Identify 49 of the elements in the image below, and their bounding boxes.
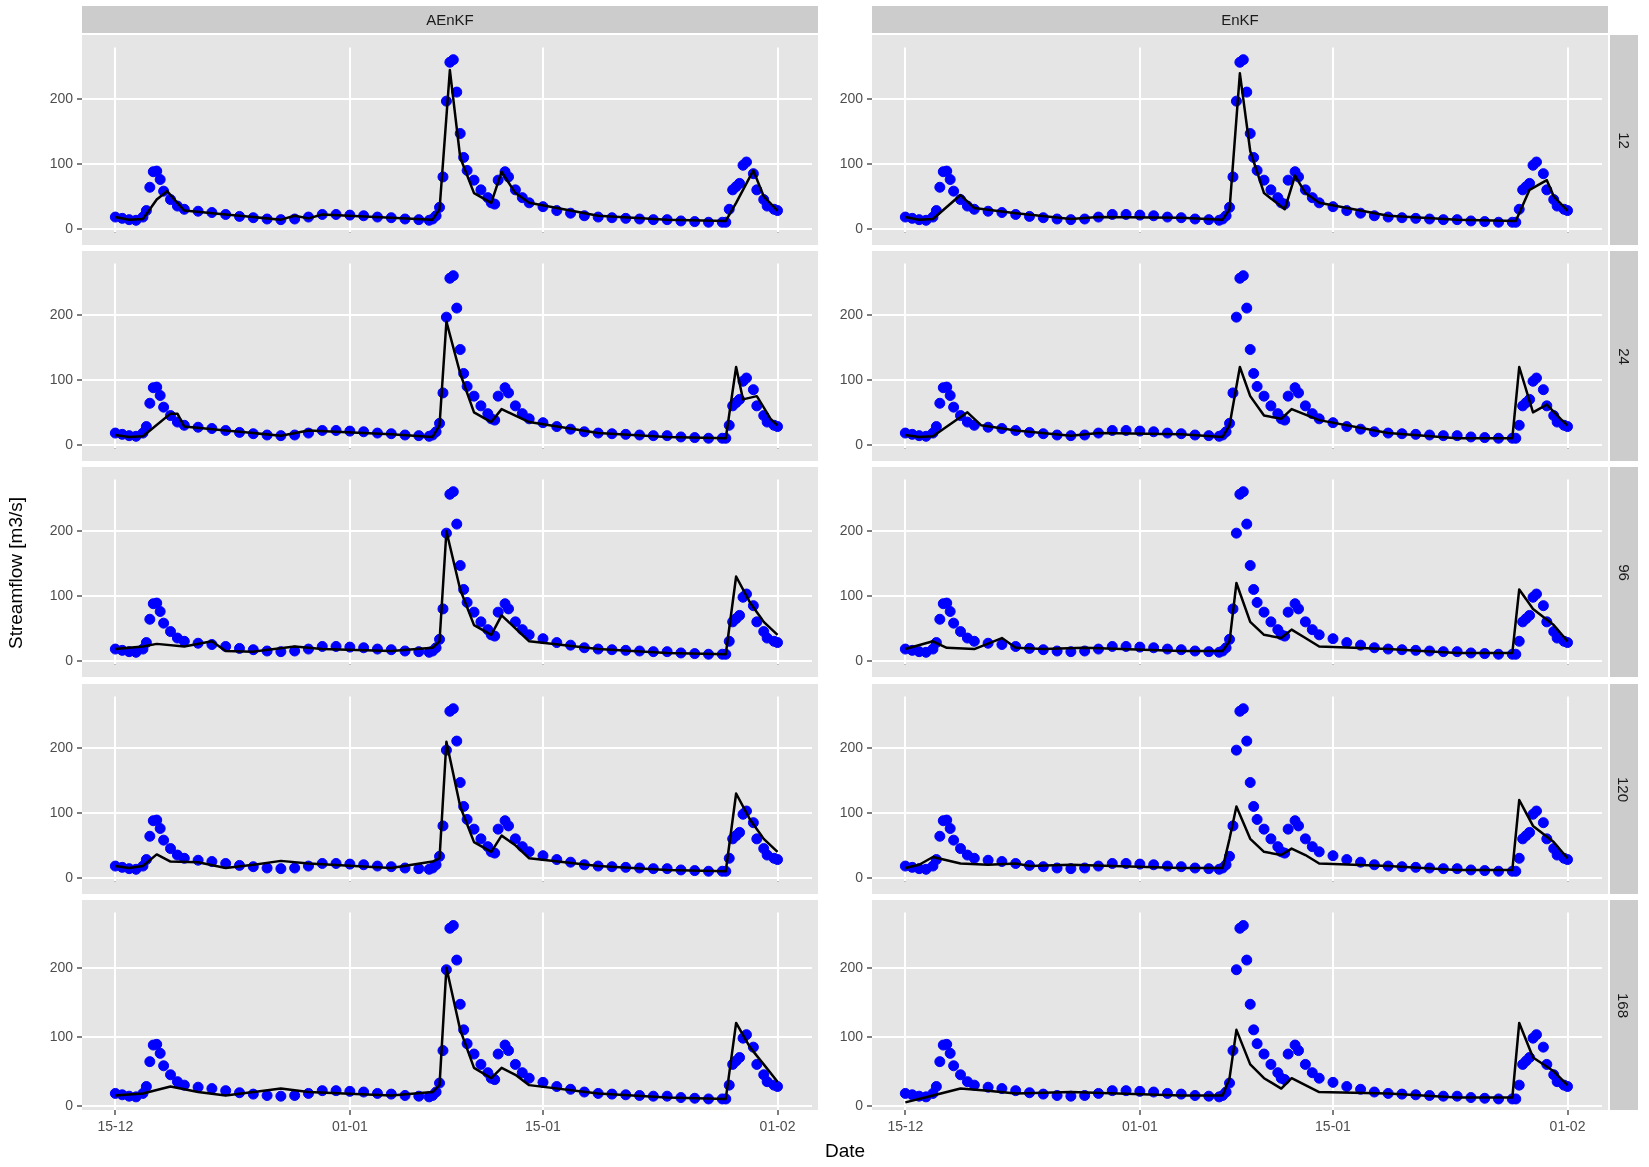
- y-tick-label: 100: [839, 154, 864, 171]
- y-tick-label: 200: [49, 739, 74, 756]
- facet-strip: EnKF: [872, 6, 1608, 33]
- y-tick-label: 100: [49, 586, 74, 603]
- y-tick-label: 200: [839, 90, 864, 107]
- y-tick-label: 0: [65, 651, 74, 668]
- y-tick-label: 200: [839, 306, 864, 323]
- facet-strip: 168: [1610, 900, 1638, 1110]
- y-tick-label: 100: [49, 803, 74, 820]
- x-tick-label: 15-12: [97, 1118, 134, 1135]
- y-tick-label: 0: [65, 868, 74, 885]
- y-tick-label: 0: [65, 1096, 74, 1113]
- x-tick-label: 01-01: [331, 1118, 368, 1135]
- facet-strip: AEnKF: [82, 6, 818, 33]
- x-tick-label: 15-01: [525, 1118, 562, 1135]
- y-tick-label: 0: [65, 219, 74, 236]
- y-tick-label: 200: [49, 958, 74, 975]
- y-tick-label: 200: [839, 522, 864, 539]
- y-tick-label: 0: [855, 651, 864, 668]
- x-tick-label: 01-02: [759, 1118, 796, 1135]
- y-tick-label: 200: [49, 90, 74, 107]
- facet-strip: 120: [1610, 684, 1638, 894]
- y-tick-label: 100: [839, 803, 864, 820]
- y-tick-label: 0: [855, 1096, 864, 1113]
- y-tick-label: 100: [49, 1027, 74, 1044]
- y-tick-label: 100: [49, 154, 74, 171]
- y-tick-label: 100: [839, 370, 864, 387]
- x-tick-label: 15-01: [1315, 1118, 1352, 1135]
- facet-strip: 12: [1610, 35, 1638, 245]
- y-tick-label: 100: [839, 1027, 864, 1044]
- y-tick-label: 100: [49, 370, 74, 387]
- x-axis-title: Date: [823, 1140, 867, 1162]
- y-tick-label: 200: [839, 739, 864, 756]
- y-tick-label: 0: [855, 219, 864, 236]
- y-tick-label: 100: [839, 586, 864, 603]
- chart-title: AEnKF: [426, 11, 474, 28]
- facet-strip: 96: [1610, 467, 1638, 677]
- y-tick-label: 200: [49, 306, 74, 323]
- y-axis-title: Streamflow [m3/s]: [5, 496, 27, 649]
- y-tick-label: 200: [839, 958, 864, 975]
- y-tick-label: 0: [855, 435, 864, 452]
- y-tick-label: 200: [49, 522, 74, 539]
- chart-title: EnKF: [1221, 11, 1259, 28]
- x-tick-label: 01-02: [1549, 1118, 1586, 1135]
- x-tick-label: 15-12: [887, 1118, 924, 1135]
- x-tick-label: 01-01: [1121, 1118, 1158, 1135]
- y-tick-label: 0: [855, 868, 864, 885]
- facet-strip: 24: [1610, 251, 1638, 461]
- y-tick-label: 0: [65, 435, 74, 452]
